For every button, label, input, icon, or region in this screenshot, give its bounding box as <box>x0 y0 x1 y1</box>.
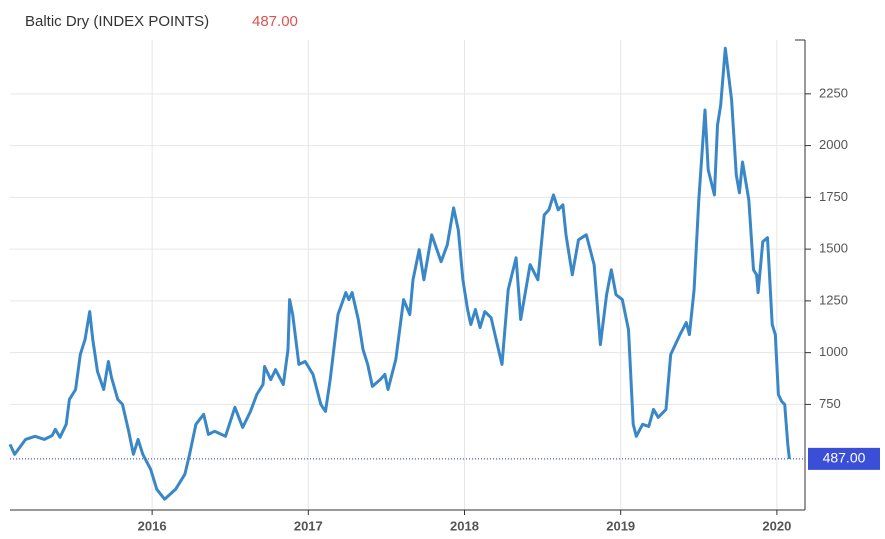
y-tick-label: 2250 <box>819 85 848 100</box>
y-tick-label: 750 <box>819 396 841 411</box>
y-tick-label: 1250 <box>819 292 848 307</box>
x-tick-label: 2018 <box>450 518 479 533</box>
current-badge <box>808 447 880 470</box>
current-badge-label: 487.00 <box>823 450 866 466</box>
y-tick-label: 1500 <box>819 241 848 256</box>
x-tick-label: 2019 <box>606 518 635 533</box>
data-line <box>8 46 791 501</box>
x-tick-label: 2016 <box>138 518 167 533</box>
y-tick-label: 2000 <box>819 137 848 152</box>
y-tick-label: 1000 <box>819 344 848 359</box>
y-tick-label: 1750 <box>819 189 848 204</box>
x-tick-label: 2017 <box>294 518 323 533</box>
x-tick-label: 2020 <box>762 518 791 533</box>
current-value: 487.00 <box>252 13 298 30</box>
chart-title: Baltic Dry (INDEX POINTS) <box>25 13 209 30</box>
